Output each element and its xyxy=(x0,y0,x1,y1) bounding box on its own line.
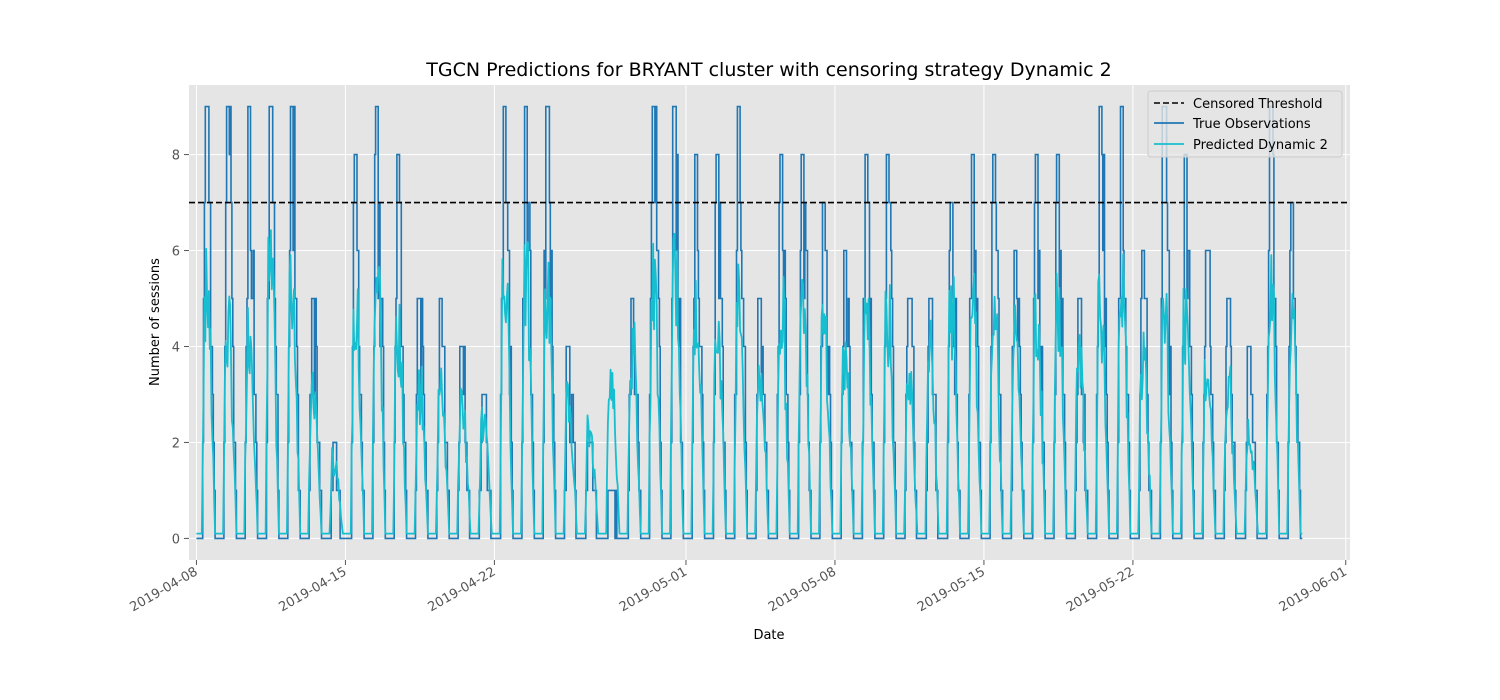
legend-box xyxy=(1147,90,1343,158)
x-tick-label: 2019-05-22 xyxy=(1064,564,1137,615)
chart-title: TGCN Predictions for BRYANT cluster with… xyxy=(425,59,1112,81)
x-tick-label: 2019-04-15 xyxy=(276,564,349,615)
y-tick-label: 2 xyxy=(172,436,180,451)
x-tick-label: 2019-05-01 xyxy=(617,564,690,615)
legend-label-threshold: Censored Threshold xyxy=(1193,97,1323,112)
y-tick-label: 0 xyxy=(172,532,180,547)
x-tick-label: 2019-06-01 xyxy=(1277,564,1350,615)
x-tick-label: 2019-05-15 xyxy=(915,564,988,615)
legend-label-predicted: Predicted Dynamic 2 xyxy=(1193,138,1328,153)
y-tick-label: 8 xyxy=(172,149,180,164)
legend: Censored Threshold True Observations Pre… xyxy=(1147,90,1343,158)
x-tick-label: 2019-04-22 xyxy=(425,564,498,615)
series-layer xyxy=(189,105,1350,540)
x-tick-label: 2019-04-08 xyxy=(128,564,201,615)
y-tick-label: 6 xyxy=(172,245,180,260)
y-axis: 0 2 4 6 8 xyxy=(172,149,189,547)
series-line-predicted-dynamic-2 xyxy=(196,229,1303,535)
x-tick-label: 2019-05-08 xyxy=(766,564,839,615)
legend-label-true-observations: True Observations xyxy=(1192,117,1311,132)
y-tick-label: 4 xyxy=(172,340,180,355)
x-axis-label: Date xyxy=(753,628,784,643)
y-axis-label: Number of sessions xyxy=(148,258,163,386)
x-axis: 2019-04-08 2019-04-15 2019-04-22 2019-05-01… xyxy=(128,560,1350,615)
